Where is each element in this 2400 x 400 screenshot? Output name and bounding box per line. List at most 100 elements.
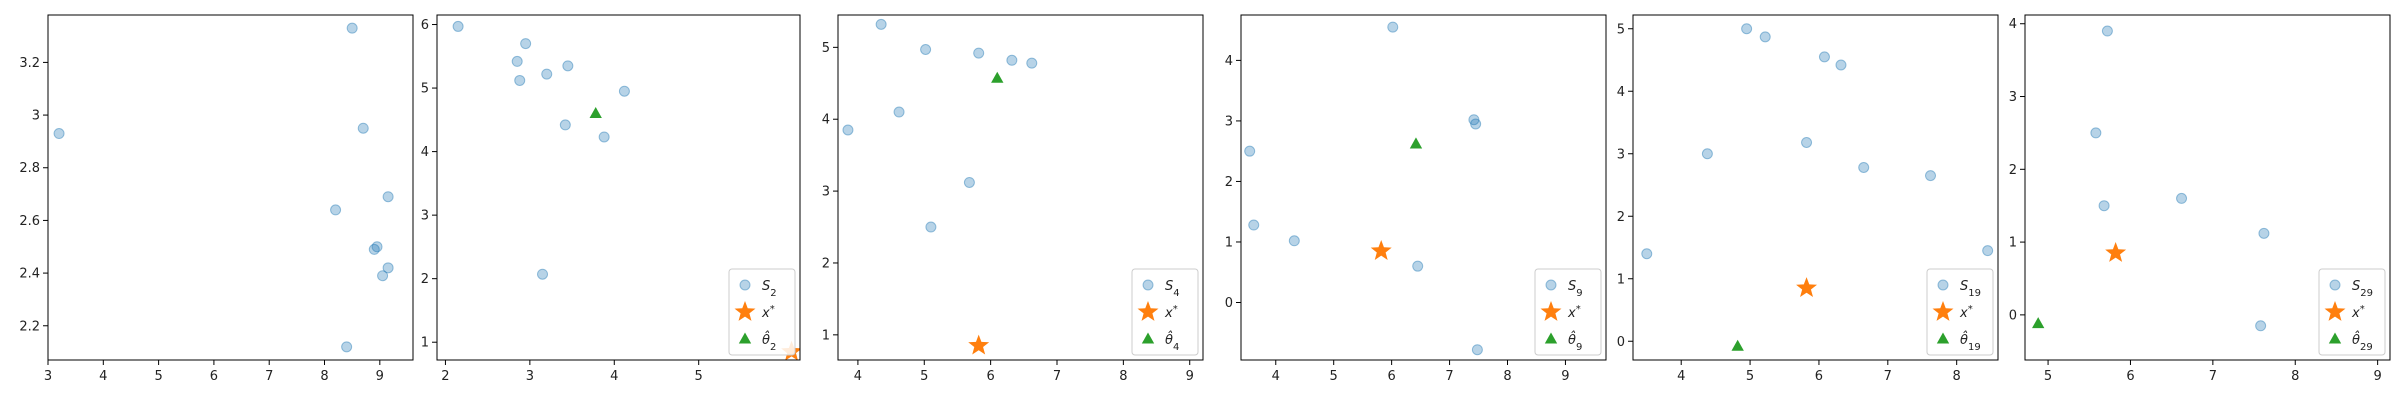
sample-point xyxy=(511,55,523,67)
legend-marker xyxy=(1141,332,1155,344)
x-tick-label: 6 xyxy=(210,369,218,384)
legend: S29 x* θ̂29 xyxy=(2318,268,2386,356)
sample-point xyxy=(1835,59,1847,71)
x-tick-label: 5 xyxy=(1330,369,1338,384)
legend-label: x* xyxy=(2351,304,2365,322)
sample-point xyxy=(2255,320,2267,332)
legend-marker xyxy=(2329,279,2341,291)
legend-label: x* xyxy=(1164,304,1178,322)
legend-marker xyxy=(1545,279,1557,291)
y-tick-label: 4 xyxy=(1225,54,1233,69)
y-tick-label: 0 xyxy=(1225,296,1233,311)
y-tick-label: 3 xyxy=(32,109,40,124)
sample-point xyxy=(1026,57,1038,69)
sample-point xyxy=(559,119,571,131)
sample-point xyxy=(371,241,383,253)
sample-point xyxy=(1288,235,1300,247)
sample-point xyxy=(973,47,985,59)
x-tick-label: 5 xyxy=(1746,369,1754,384)
legend-marker xyxy=(734,301,756,321)
subplot-2: 2 3 4 5 1 2 3 4 5 6 S2 x* θ̂2 xyxy=(421,14,801,384)
subplot-1: 3 4 5 6 7 8 9 2.2 2.4 2.6 2.8 3 3.2 xyxy=(19,14,414,384)
y-tick-label: 2 xyxy=(1617,210,1625,225)
sample-point xyxy=(452,20,464,32)
x-tick-label: 8 xyxy=(1503,369,1511,384)
sample-point xyxy=(842,124,854,136)
y-tick-label: 2 xyxy=(421,272,429,287)
subplot-5: 4 5 6 7 8 0 1 2 3 4 5 S19 x* θ̂19 xyxy=(1617,14,1999,384)
y-tick-label: 3 xyxy=(1617,147,1625,162)
sample-point xyxy=(1470,118,1482,130)
plot-area xyxy=(53,22,394,353)
xstar-marker xyxy=(968,334,990,355)
legend-label: S29 xyxy=(2352,279,2373,299)
x-tick-label: 8 xyxy=(320,369,328,384)
sample-point xyxy=(382,262,394,274)
x-tick-label: 6 xyxy=(2126,369,2134,384)
y-tick-label: 3 xyxy=(421,209,429,224)
axes-frame xyxy=(436,14,801,361)
y-tick-label: 3 xyxy=(822,185,830,200)
y-tick-label: 4 xyxy=(1617,85,1625,100)
legend-label: x* xyxy=(1567,304,1581,322)
sample-point xyxy=(1006,54,1018,66)
x-tick-label: 5 xyxy=(2044,369,2052,384)
sample-point xyxy=(520,38,532,50)
sample-point xyxy=(2090,127,2102,139)
x-tick-label: 5 xyxy=(920,369,928,384)
legend-marker xyxy=(1936,332,1950,344)
x-tick-label: 8 xyxy=(1953,369,1961,384)
theta-hat-marker xyxy=(991,71,1004,83)
theta-hat-marker xyxy=(589,106,602,119)
x-tick-label: 8 xyxy=(2291,369,2299,384)
sample-point xyxy=(1982,245,1994,257)
xstar-marker xyxy=(1370,240,1392,260)
plot-area xyxy=(452,20,800,360)
sample-point xyxy=(1741,23,1753,35)
sample-point xyxy=(562,60,574,72)
sample-point xyxy=(346,22,358,34)
y-tick-label: 5 xyxy=(421,82,429,97)
plot-area xyxy=(2032,25,2270,332)
sample-point xyxy=(1471,344,1483,356)
sample-point xyxy=(514,74,526,86)
sample-point xyxy=(368,243,380,255)
x-tick-label: 4 xyxy=(99,369,107,384)
legend-label: S4 xyxy=(1165,279,1180,299)
x-tick-label: 9 xyxy=(1186,369,1194,384)
legend-marker xyxy=(2324,301,2346,321)
legend-label: θ̂9 xyxy=(1568,331,1582,353)
legend: S4 x* θ̂4 xyxy=(1131,268,1199,356)
y-tick-label: 0 xyxy=(2009,308,2017,323)
subplot-6: 5 6 7 8 9 0 1 2 3 4 S29 x* θ̂29 xyxy=(2009,14,2391,384)
legend-label: S2 xyxy=(762,279,777,299)
sample-point xyxy=(1412,260,1424,272)
sample-point xyxy=(382,191,394,203)
x-tick-label: 6 xyxy=(1815,369,1823,384)
sample-point xyxy=(920,44,932,55)
x-tick-label: 4 xyxy=(854,369,862,384)
legend-label: θ̂29 xyxy=(2352,331,2373,353)
sample-point xyxy=(1701,148,1713,160)
x-tick-label: 6 xyxy=(1387,369,1395,384)
sample-point xyxy=(893,106,905,118)
y-tick-label: 4 xyxy=(822,113,830,128)
legend-marker xyxy=(738,332,752,344)
sample-point xyxy=(1925,170,1937,182)
legend-label: x* xyxy=(761,304,775,322)
legend-marker xyxy=(1142,279,1154,291)
y-tick-label: 5 xyxy=(1617,22,1625,37)
sample-point xyxy=(541,68,553,80)
y-tick-label: 1 xyxy=(1225,235,1233,250)
x-tick-label: 5 xyxy=(695,369,703,384)
legend-label: x* xyxy=(1959,304,1973,322)
y-tick-label: 1 xyxy=(1617,272,1625,287)
y-tick-label: 6 xyxy=(421,18,429,33)
sample-point xyxy=(377,270,389,282)
legend-label: S9 xyxy=(1568,279,1583,299)
sample-point xyxy=(598,131,610,143)
y-tick-label: 4 xyxy=(2009,17,2017,32)
y-tick-label: 2.4 xyxy=(19,267,40,282)
x-tick-label: 9 xyxy=(2374,369,2382,384)
